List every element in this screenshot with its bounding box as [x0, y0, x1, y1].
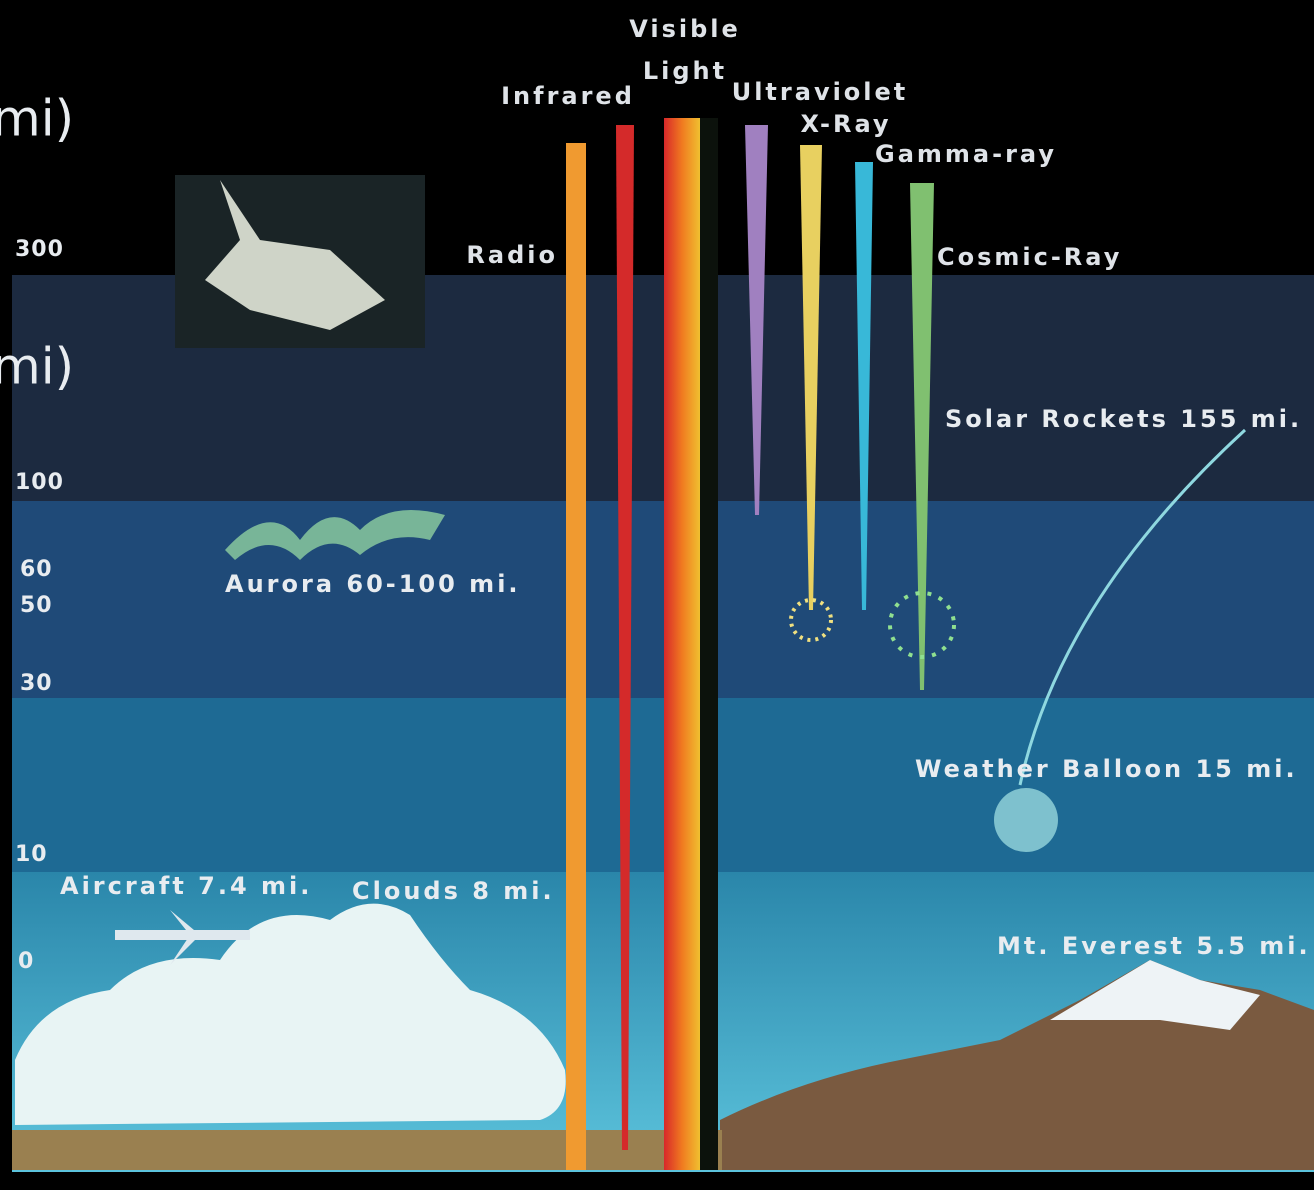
altitude-label: 10: [15, 842, 48, 867]
altitude-label: 300: [15, 237, 64, 262]
band-label: Cosmic-Ray: [937, 243, 1122, 271]
altitude-label: 60: [20, 557, 53, 582]
visible-shadow: [700, 118, 718, 1170]
annotation: Weather Balloon 15 mi.: [915, 755, 1298, 783]
annotation: Solar Rockets 155 mi.: [945, 405, 1302, 433]
unit-label: mi): [0, 90, 74, 148]
band-label: Light: [643, 57, 727, 85]
band-label: X-Ray: [800, 110, 891, 138]
band-label: Visible: [629, 15, 741, 43]
annotation: Mt. Everest 5.5 mi.: [997, 932, 1311, 960]
annotation: Aircraft 7.4 mi.: [60, 872, 312, 900]
altitude-label: 100: [15, 470, 64, 495]
annotation: Aurora 60-100 mi.: [225, 570, 521, 598]
visible-beam: [664, 118, 700, 1170]
band-label: Infrared: [501, 82, 635, 110]
band-label: Ultraviolet: [732, 78, 909, 106]
atmosphere-diagram: mi) mi) 300 100 60 50 30 10 0 Visible Li…: [0, 0, 1314, 1186]
layer-mesosphere: [12, 501, 1314, 698]
weather-balloon: [994, 788, 1058, 852]
band-label: Radio: [466, 241, 558, 269]
layer-stratosphere: [12, 698, 1314, 872]
altitude-label: 30: [20, 671, 53, 696]
annotation: Clouds 8 mi.: [352, 877, 555, 905]
band-label: Gamma-ray: [875, 140, 1057, 168]
ground: [12, 1130, 722, 1170]
altitude-label: 50: [20, 593, 53, 618]
radio-beam: [566, 143, 586, 1170]
altitude-label: 0: [18, 949, 34, 974]
unit-label: mi): [0, 338, 74, 396]
